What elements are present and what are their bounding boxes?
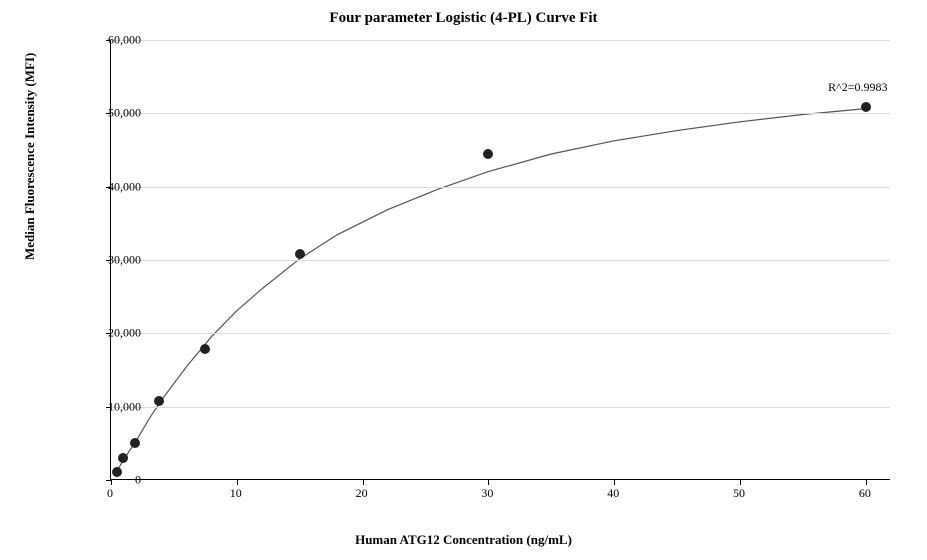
- y-axis-label: Median Fluorescence Intensity (MFI): [22, 53, 38, 260]
- x-axis-label: Human ATG12 Concentration (ng/mL): [0, 532, 927, 548]
- xtick-mark: [866, 480, 867, 485]
- xtick-label: 40: [583, 486, 643, 501]
- chart-title: Four parameter Logistic (4-PL) Curve Fit: [0, 10, 927, 27]
- ytick-label: 50,000: [41, 106, 141, 121]
- xtick-mark: [363, 480, 364, 485]
- xtick-mark: [740, 480, 741, 485]
- gridline: [111, 407, 890, 408]
- xtick-label: 60: [835, 486, 895, 501]
- xtick-mark: [488, 480, 489, 485]
- ytick-label: 10,000: [41, 399, 141, 414]
- xtick-label: 50: [709, 486, 769, 501]
- ytick-label: 30,000: [41, 253, 141, 268]
- gridline: [111, 187, 890, 188]
- data-point: [483, 149, 493, 159]
- xtick-mark: [237, 480, 238, 485]
- data-point: [200, 344, 210, 354]
- xtick-label: 10: [206, 486, 266, 501]
- ytick-label: 40,000: [41, 179, 141, 194]
- gridline: [111, 113, 890, 114]
- gridline: [111, 333, 890, 334]
- fit-curve-path: [115, 109, 864, 474]
- plot-area: R^2=0.9983: [110, 40, 890, 480]
- xtick-label: 0: [80, 486, 140, 501]
- data-point: [861, 102, 871, 112]
- ytick-label: 60,000: [41, 33, 141, 48]
- data-point: [118, 453, 128, 463]
- data-point: [295, 249, 305, 259]
- xtick-label: 30: [457, 486, 517, 501]
- ytick-label: 20,000: [41, 326, 141, 341]
- gridline: [111, 40, 890, 41]
- gridline: [111, 260, 890, 261]
- data-point: [130, 438, 140, 448]
- data-point: [154, 396, 164, 406]
- xtick-label: 20: [332, 486, 392, 501]
- xtick-mark: [614, 480, 615, 485]
- r-squared-annotation: R^2=0.9983: [828, 80, 887, 95]
